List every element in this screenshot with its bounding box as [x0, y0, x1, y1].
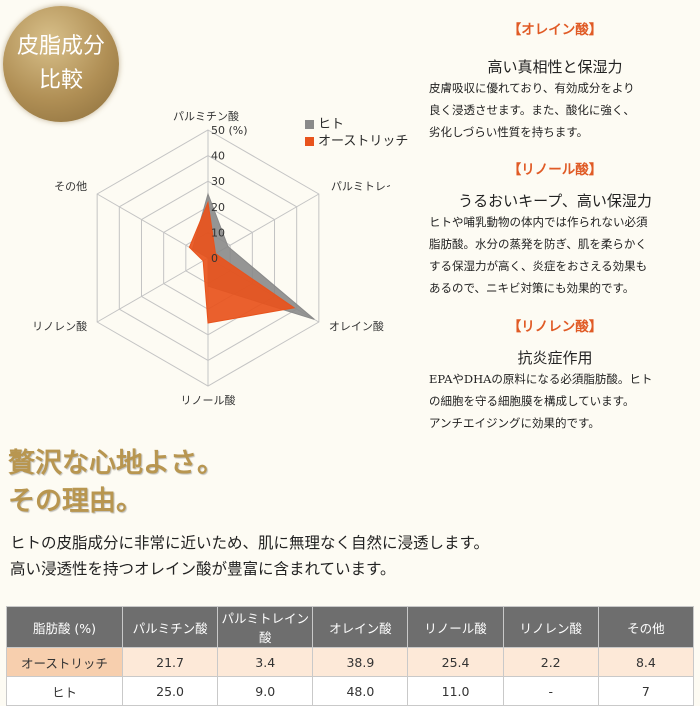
table-cell: 25.4	[407, 647, 504, 677]
radar-axis-label: パルミチン酸	[173, 109, 239, 123]
section-heading: 【オレイン酸】	[507, 22, 603, 38]
table-row-label: オーストリッチ	[6, 647, 123, 677]
table-cell: 48.0	[312, 676, 409, 706]
body-line: アンチエイジングに効果的です。	[429, 416, 600, 430]
section-subtitle: 抗炎症作用	[517, 349, 593, 367]
badge-title-line1: 皮脂成分	[16, 34, 105, 59]
section-heading: 【リノール酸】	[507, 162, 603, 178]
table-header-cell: パルミトレイン酸	[217, 606, 314, 648]
headline-line1: 贅沢な心地よさ。	[8, 448, 224, 479]
section-badge: 皮脂成分 比較	[3, 6, 119, 122]
radar-tick-label: 50 (%)	[211, 124, 248, 137]
table-cell: 21.7	[121, 647, 219, 677]
table-cell: 7	[597, 676, 695, 706]
badge-title-line2: 比較	[38, 68, 83, 93]
table-header-cell: パルミチン酸	[121, 606, 219, 648]
chart-legend: ヒト オーストリッチ	[305, 116, 408, 150]
radar-spoke	[96, 257, 209, 323]
table-row-ostrich: オーストリッチ 21.7 3.4 38.9 25.4 2.2 8.4	[6, 647, 695, 677]
radar-axis-label: パルミトレイン酸	[331, 179, 390, 193]
headline: 贅沢な心地よさ。 その理由。	[8, 445, 224, 521]
legend-label-ostrich: オーストリッチ	[318, 134, 409, 149]
fatty-acid-table: 脂肪酸 (%) パルミチン酸 パルミトレイン酸 オレイン酸 リノール酸 リノレン…	[6, 606, 695, 706]
table-cell: 9.0	[217, 676, 314, 706]
series-area-ostrich	[188, 200, 296, 324]
body-line: EPAやDHAの原料になる必須脂肪酸。ヒト	[429, 372, 653, 386]
table-row-hito: ヒト 25.0 9.0 48.0 11.0 - 7	[6, 676, 695, 706]
intro-line1: ヒトの皮脂成分に非常に近いため、肌に無理なく自然に浸透します。	[10, 534, 489, 552]
body-line: 皮膚吸収に優れており、有効成分をより	[429, 81, 635, 95]
table-header-cell: リノレン酸	[502, 606, 599, 648]
section-body: ヒトや哺乳動物の体内では作られない必須 脂肪酸。水分の蒸発を防ぎ、肌を柔らかく …	[415, 211, 695, 299]
table-cell: 8.4	[597, 647, 695, 677]
table-row-label: ヒト	[6, 676, 123, 706]
section-oleic: 【オレイン酸】 高い真相性と保湿力 皮膚吸収に優れており、有効成分をより 良く浸…	[415, 18, 695, 143]
legend-swatch-ostrich	[305, 137, 314, 146]
table-cell: 25.0	[121, 676, 219, 706]
radar-tick-label: 10	[211, 226, 225, 239]
table-cell: -	[502, 676, 599, 706]
section-subtitle: 高い真相性と保湿力	[487, 58, 623, 76]
radar-axis-label: オレイン酸	[329, 319, 384, 333]
table-header-cell: リノール酸	[407, 606, 504, 648]
radar-tick-label: 20	[211, 201, 225, 214]
table-header-row: 脂肪酸 (%) パルミチン酸 パルミトレイン酸 オレイン酸 リノール酸 リノレン…	[6, 606, 695, 648]
body-line: ヒトや哺乳動物の体内では作られない必須	[429, 215, 648, 229]
radar-tick-label: 0	[211, 252, 218, 265]
legend-label-hito: ヒト	[318, 117, 345, 132]
radar-axis-label: その他	[54, 180, 87, 193]
table-cell: 2.2	[502, 647, 599, 677]
table-cell: 3.4	[217, 647, 314, 677]
intro-line2: 高い浸透性を持つオレイン酸が豊富に含まれています。	[10, 560, 396, 578]
body-line: 良く浸透させます。また、酸化に強く、	[429, 103, 635, 117]
table-cell: 11.0	[407, 676, 504, 706]
body-line: 脂肪酸。水分の蒸発を防ぎ、肌を柔らかく	[429, 237, 647, 251]
body-line: する保湿力が高く、炎症をおさえる効果も	[429, 259, 648, 273]
body-line: の細胞を守る細胞膜を構成しています。	[429, 394, 635, 408]
section-linoleic: 【リノール酸】 うるおいキープ、高い保湿力 ヒトや哺乳動物の体内では作られない必…	[415, 158, 695, 299]
radar-axis-label: リノール酸	[181, 393, 236, 407]
section-body: EPAやDHAの原料になる必須脂肪酸。ヒト の細胞を守る細胞膜を構成しています。…	[415, 368, 695, 434]
radar-axis-label: リノレン酸	[32, 319, 87, 333]
legend-item-ostrich: オーストリッチ	[305, 133, 408, 150]
headline-line2: その理由。	[8, 486, 143, 517]
section-body: 皮膚吸収に優れており、有効成分をより 良く浸透させます。また、酸化に強く、 劣化…	[415, 77, 695, 143]
section-subtitle: うるおいキープ、高い保湿力	[458, 192, 652, 210]
section-linolenic: 【リノレン酸】 抗炎症作用 EPAやDHAの原料になる必須脂肪酸。ヒト の細胞を…	[415, 315, 695, 434]
table-header-cell: オレイン酸	[312, 606, 409, 648]
intro-text: ヒトの皮脂成分に非常に近いため、肌に無理なく自然に浸透します。 高い浸透性を持つ…	[10, 530, 489, 582]
section-heading: 【リノレン酸】	[507, 319, 603, 335]
radar-tick-label: 40	[211, 150, 225, 163]
legend-swatch-hito	[305, 120, 314, 129]
body-line: 劣化しづらい性質を持ちます。	[429, 125, 589, 139]
legend-item-hito: ヒト	[305, 116, 408, 133]
table-cell: 38.9	[312, 647, 409, 677]
radar-tick-label: 30	[211, 175, 225, 188]
table-header-cell: 脂肪酸 (%)	[6, 606, 123, 648]
table-header-cell: その他	[597, 606, 695, 648]
body-line: あるので、ニキビ対策にも効果的です。	[429, 281, 635, 295]
